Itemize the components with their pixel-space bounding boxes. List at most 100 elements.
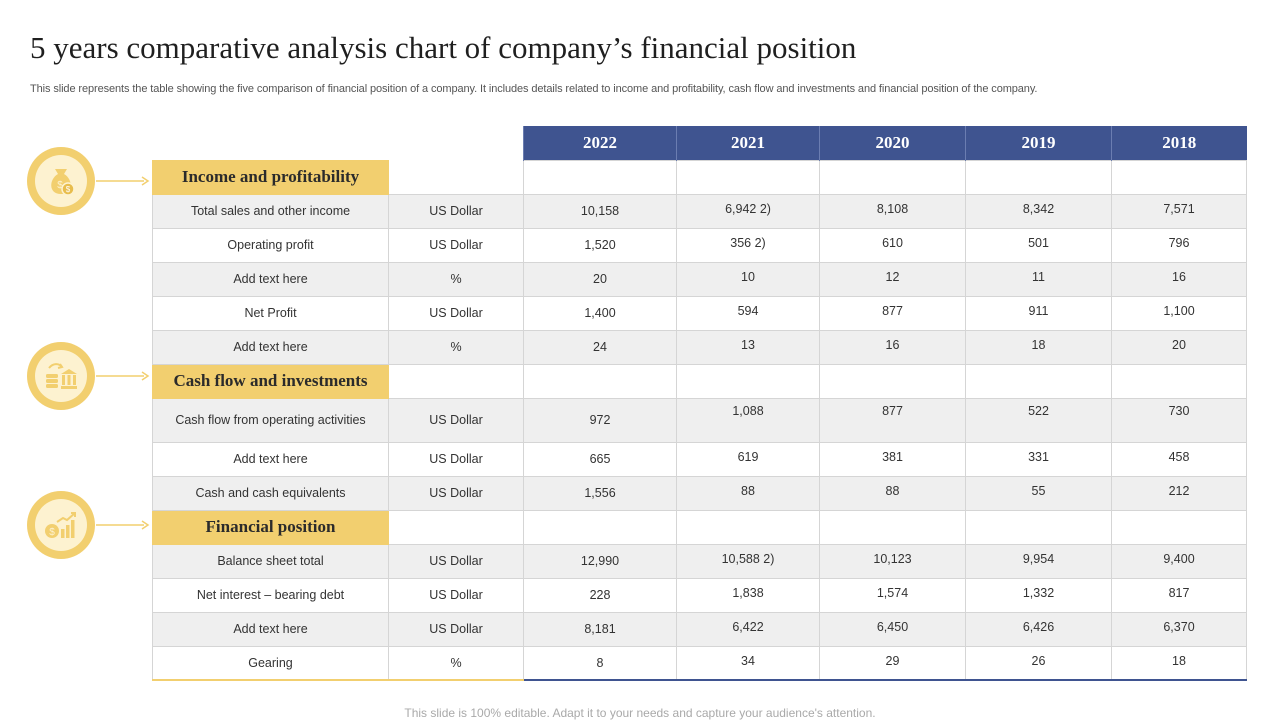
table-row: Net Profit US Dollar 1,400 594 877 911 1,100 bbox=[152, 295, 1247, 331]
connector-arrow bbox=[96, 520, 150, 530]
value-cell: 212 bbox=[1111, 475, 1247, 511]
section-label: Cash flow and investments bbox=[152, 363, 389, 399]
value-cell: 11 bbox=[965, 261, 1112, 297]
row-label: Total sales and other income bbox=[152, 193, 389, 229]
value-cell: 817 bbox=[1111, 577, 1247, 613]
value-cell: 1,400 bbox=[523, 295, 677, 331]
value-cell: 88 bbox=[676, 475, 820, 511]
value-cell: 972 bbox=[523, 397, 677, 443]
svg-text:$: $ bbox=[57, 180, 63, 191]
row-label: Add text here bbox=[152, 261, 389, 297]
row-unit: % bbox=[388, 645, 524, 681]
row-label: Operating profit bbox=[152, 227, 389, 263]
table-row: Operating profit US Dollar 1,520 356 2) 610 5… bbox=[152, 227, 1247, 263]
row-unit: US Dollar bbox=[388, 295, 524, 331]
row-unit: US Dollar bbox=[388, 441, 524, 477]
value-cell: 228 bbox=[523, 577, 677, 613]
value-cell: 594 bbox=[676, 295, 820, 331]
value-cell: 1,332 bbox=[965, 577, 1112, 613]
row-unit: US Dollar bbox=[388, 611, 524, 647]
value-cell: 18 bbox=[1111, 645, 1247, 681]
value-cell: 730 bbox=[1111, 397, 1247, 443]
value-cell: 12 bbox=[819, 261, 966, 297]
growth-chart-icon: $ bbox=[27, 491, 95, 559]
value-cell: 911 bbox=[965, 295, 1112, 331]
value-cell: 13 bbox=[676, 329, 820, 365]
table-row: Gearing% 8 34 29 26 18 bbox=[152, 645, 1247, 681]
page-subtitle: This slide represents the table showing … bbox=[30, 83, 1038, 95]
value-cell: 619 bbox=[676, 441, 820, 477]
table-row: Cash flow from operating activities US Do… bbox=[152, 397, 1247, 443]
table-row: Net interest – bearing debt US Dollar 228 1… bbox=[152, 577, 1247, 613]
footer-note: This slide is 100% editable. Adapt it to… bbox=[404, 706, 876, 720]
page-title: 5 years comparative analysis chart of co… bbox=[30, 30, 857, 65]
row-unit: US Dollar bbox=[388, 397, 524, 443]
value-cell: 16 bbox=[819, 329, 966, 365]
value-cell: 381 bbox=[819, 441, 966, 477]
value-cell: 1,838 bbox=[676, 577, 820, 613]
row-unit: % bbox=[388, 261, 524, 297]
value-cell: 34 bbox=[676, 645, 820, 681]
section-header-row: Financial position bbox=[152, 509, 1247, 545]
row-label: Balance sheet total bbox=[152, 543, 389, 579]
value-cell: 6,450 bbox=[819, 611, 966, 647]
value-cell: 458 bbox=[1111, 441, 1247, 477]
value-cell: 20 bbox=[523, 261, 677, 297]
row-label: Add text here bbox=[152, 611, 389, 647]
section-label: Financial position bbox=[152, 509, 389, 545]
value-cell: 1,088 bbox=[676, 397, 820, 443]
table-row: Add text here% 20 10 12 11 16 bbox=[152, 261, 1247, 297]
value-cell: 331 bbox=[965, 441, 1112, 477]
value-cell: 29 bbox=[819, 645, 966, 681]
value-cell: 88 bbox=[819, 475, 966, 511]
value-cell: 877 bbox=[819, 397, 966, 443]
value-cell: 6,942 2) bbox=[676, 193, 820, 229]
value-cell: 26 bbox=[965, 645, 1112, 681]
row-label: Net Profit bbox=[152, 295, 389, 331]
section-header-row: Income and profitability bbox=[152, 159, 1247, 195]
value-cell: 7,571 bbox=[1111, 193, 1247, 229]
value-cell: 6,370 bbox=[1111, 611, 1247, 647]
year-header-row: 2022 2021 2020 2019 2018 bbox=[153, 126, 1247, 160]
value-cell: 1,556 bbox=[523, 475, 677, 511]
value-cell: 24 bbox=[523, 329, 677, 365]
value-cell: 10 bbox=[676, 261, 820, 297]
row-unit: US Dollar bbox=[388, 543, 524, 579]
value-cell: 10,123 bbox=[819, 543, 966, 579]
value-cell: 796 bbox=[1111, 227, 1247, 263]
value-cell: 522 bbox=[965, 397, 1112, 443]
row-label: Cash and cash equivalents bbox=[152, 475, 389, 511]
value-cell: 20 bbox=[1111, 329, 1247, 365]
value-cell: 665 bbox=[523, 441, 677, 477]
row-unit: US Dollar bbox=[388, 227, 524, 263]
table-row: Add text here US Dollar 8,181 6,422 6,450 6,4… bbox=[152, 611, 1247, 647]
year-header: 2018 bbox=[1111, 126, 1247, 160]
value-cell: 1,100 bbox=[1111, 295, 1247, 331]
value-cell: 877 bbox=[819, 295, 966, 331]
row-label: Add text here bbox=[152, 329, 389, 365]
row-unit: US Dollar bbox=[388, 193, 524, 229]
coins-bank-icon bbox=[27, 342, 95, 410]
financial-table: 2022 2021 2020 2019 2018 Income and prof… bbox=[152, 126, 1247, 681]
year-header: 2021 bbox=[676, 126, 820, 160]
svg-text:$: $ bbox=[49, 527, 55, 538]
year-header: 2022 bbox=[523, 126, 677, 160]
value-cell: 9,400 bbox=[1111, 543, 1247, 579]
row-unit: % bbox=[388, 329, 524, 365]
row-label: Gearing bbox=[152, 645, 389, 681]
section-header-row: Cash flow and investments bbox=[152, 363, 1247, 399]
value-cell: 501 bbox=[965, 227, 1112, 263]
svg-text:$: $ bbox=[66, 185, 71, 194]
value-cell: 8,108 bbox=[819, 193, 966, 229]
value-cell: 6,422 bbox=[676, 611, 820, 647]
row-label: Add text here bbox=[152, 441, 389, 477]
value-cell: 6,426 bbox=[965, 611, 1112, 647]
value-cell: 8,181 bbox=[523, 611, 677, 647]
table-row: Add text here US Dollar 665 619 381 331 458 bbox=[152, 441, 1247, 477]
value-cell: 18 bbox=[965, 329, 1112, 365]
value-cell: 55 bbox=[965, 475, 1112, 511]
value-cell: 8 bbox=[523, 645, 677, 681]
table-row: Balance sheet total US Dollar 12,990 10,588… bbox=[152, 543, 1247, 579]
section-label: Income and profitability bbox=[152, 159, 389, 195]
row-label: Net interest – bearing debt bbox=[152, 577, 389, 613]
